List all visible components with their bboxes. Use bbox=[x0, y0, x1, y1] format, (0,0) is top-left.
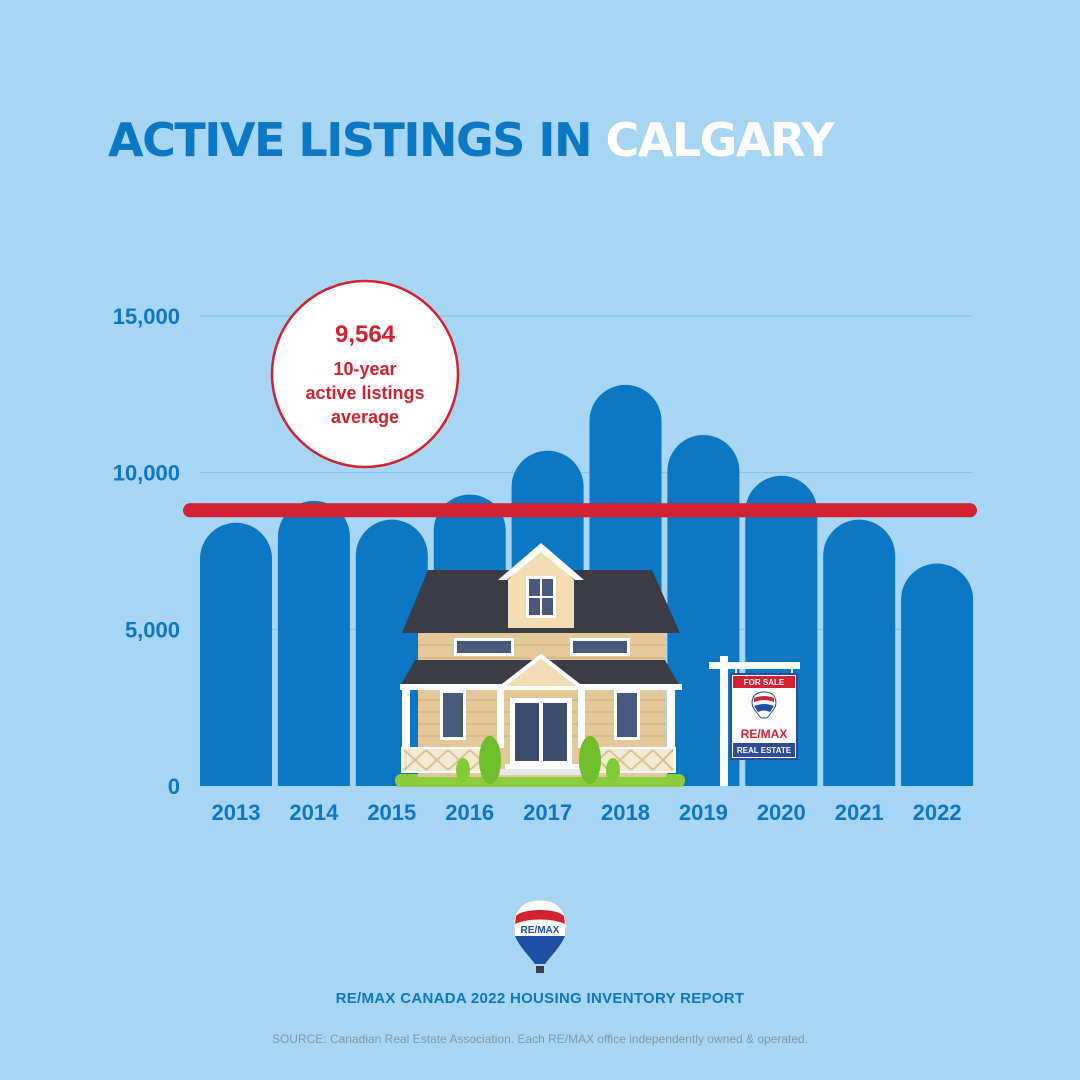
x-tick-label: 2021 bbox=[835, 800, 884, 825]
x-tick-label: 2018 bbox=[601, 800, 650, 825]
x-tick-label: 2019 bbox=[679, 800, 728, 825]
bar-2014 bbox=[277, 500, 350, 786]
x-tick-label: 2022 bbox=[913, 800, 962, 825]
report-title: RE/MAX CANADA 2022 HOUSING INVENTORY REP… bbox=[335, 990, 745, 1007]
average-callout: 9,564 10-year active listings average bbox=[270, 279, 460, 469]
source-note: SOURCE: Canadian Real Estate Association… bbox=[271, 1032, 809, 1046]
remax-balloon-logo: RE/MAX bbox=[513, 899, 567, 973]
x-tick-label: 2015 bbox=[367, 800, 416, 825]
bar-2021 bbox=[823, 519, 896, 786]
bar-2019 bbox=[667, 435, 740, 786]
average-caption-line-2: active listings bbox=[305, 383, 424, 403]
x-tick-label: 2013 bbox=[212, 800, 261, 825]
average-caption-line-3: average bbox=[331, 407, 399, 427]
average-caption-line-1: 10-year bbox=[333, 359, 396, 379]
title-part-2: CALGARY bbox=[605, 113, 834, 167]
y-tick-label: 5,000 bbox=[125, 617, 180, 642]
sign-real-estate-label: REAL ESTATE bbox=[737, 746, 792, 755]
title-part-1: ACTIVE LISTINGS IN bbox=[108, 113, 606, 167]
house-illustration bbox=[395, 543, 685, 787]
x-tick-label: 2016 bbox=[445, 800, 494, 825]
x-tick-label: 2020 bbox=[757, 800, 806, 825]
y-axis: 0 5,000 10,000 15,000 bbox=[113, 304, 180, 799]
x-tick-label: 2014 bbox=[289, 800, 339, 825]
for-sale-sign: FOR SALE RE/MAX REAL ESTATE bbox=[709, 656, 800, 786]
chart-title: ACTIVE LISTINGS IN CALGARY bbox=[108, 108, 835, 172]
y-tick-label: 10,000 bbox=[113, 461, 180, 486]
bar-2013 bbox=[200, 522, 272, 786]
x-axis: 2013 2014 2015 2016 2017 2018 2019 2020 2021 2022 bbox=[212, 800, 962, 825]
y-tick-label: 0 bbox=[168, 774, 180, 799]
x-tick-label: 2017 bbox=[523, 800, 572, 825]
average-value: 9,564 bbox=[335, 321, 396, 348]
sign-for-sale-label: FOR SALE bbox=[744, 678, 785, 687]
svg-text:RE/MAX: RE/MAX bbox=[521, 925, 560, 936]
bar-2015 bbox=[355, 519, 428, 786]
y-tick-label: 15,000 bbox=[113, 304, 180, 329]
bar-2022 bbox=[901, 563, 974, 786]
sign-brand-label: RE/MAX bbox=[741, 727, 788, 741]
